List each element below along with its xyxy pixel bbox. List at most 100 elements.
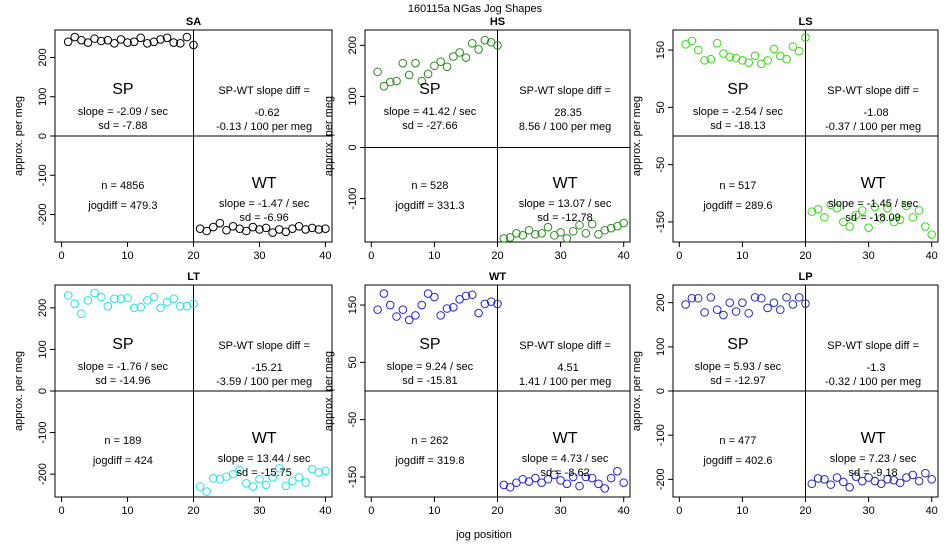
x-tick-label: 40: [319, 250, 331, 262]
slope-diff-label: SP-WT slope diff =: [218, 85, 310, 97]
data-point: [562, 479, 572, 489]
data-point: [562, 234, 572, 243]
data-point: [499, 480, 509, 490]
data-point: [208, 473, 218, 483]
data-point: [832, 473, 842, 482]
data-point: [725, 52, 735, 62]
panel-lt: LT 0 10 20 30 40 -200 -100 0 100 200 approx. per me…: [13, 271, 333, 517]
n-count: n = 189: [104, 435, 141, 447]
data-point: [826, 480, 836, 489]
data-point: [123, 293, 132, 303]
y-tick-label: 200: [347, 36, 359, 54]
data-point: [83, 296, 93, 305]
x-tick-label: 20: [187, 250, 199, 262]
y-tick-label: -150: [655, 211, 667, 233]
data-point: [851, 210, 861, 220]
data-point: [96, 36, 106, 46]
data-point: [619, 478, 628, 487]
data-point: [575, 481, 584, 491]
panel-hs: HS 0 10 20 30 40 -100 0 100 200 approx. per meg SP s…: [323, 16, 631, 262]
data-point: [176, 39, 185, 48]
data-point: [307, 464, 317, 474]
data-point: [96, 292, 106, 302]
data-point: [769, 298, 779, 307]
data-point: [505, 233, 515, 242]
slope-diff-label: SP-WT slope diff =: [218, 340, 310, 352]
data-point: [321, 224, 330, 233]
y-tick-label: -50: [655, 157, 667, 173]
y-axis-label: approx. per meg: [13, 96, 25, 176]
y-tick-label: 0: [37, 388, 49, 394]
data-point: [392, 76, 401, 86]
jogdiff: jogdiff = 289.6: [702, 200, 772, 212]
panel-title: WT: [489, 271, 506, 283]
x-tick-label: 40: [926, 250, 938, 262]
y-tick-label: -100: [347, 188, 359, 210]
data-point: [757, 293, 766, 303]
data-point: [613, 466, 622, 476]
data-point: [129, 37, 139, 47]
data-point: [110, 39, 119, 48]
sp-label: SP: [419, 336, 440, 353]
data-point: [149, 292, 159, 302]
data-point: [314, 468, 324, 477]
slope-diff-rate: -0.37 / 100 per meg: [825, 121, 921, 133]
data-point: [379, 81, 389, 91]
y-axis-label: approx. per meg: [13, 351, 25, 431]
data-point: [518, 231, 528, 240]
data-point: [411, 311, 420, 320]
data-point: [449, 52, 458, 61]
data-point: [169, 38, 179, 47]
x-tick-label: 0: [676, 505, 682, 517]
slope-diff-value: 4.51: [557, 362, 578, 374]
data-point: [788, 300, 798, 309]
jogdiff: jogdiff = 402.6: [702, 455, 772, 467]
data-point: [241, 226, 251, 236]
data-point: [857, 206, 867, 215]
n-count: n = 262: [411, 435, 448, 447]
data-point: [268, 473, 277, 482]
y-tick-label: 200: [37, 299, 49, 317]
data-point: [687, 36, 697, 46]
y-tick-label: 150: [347, 296, 359, 314]
x-tick-label: 0: [368, 250, 374, 262]
wt-sd: sd = -18.09: [845, 212, 900, 224]
y-tick-label: 0: [347, 144, 359, 150]
panel-title: LT: [187, 271, 200, 283]
data-point: [189, 299, 198, 309]
data-point: [512, 229, 521, 238]
data-point: [467, 38, 477, 48]
data-point: [895, 215, 905, 224]
data-point: [169, 294, 179, 304]
data-point: [568, 472, 578, 482]
wt-slope: slope = 13.07 / sec: [519, 198, 612, 210]
data-point: [902, 201, 911, 211]
data-point: [794, 46, 804, 56]
x-tick-label: 40: [618, 250, 630, 262]
data-point: [373, 305, 382, 314]
panel-ls: LS 0 10 20 30 40 -150 -50 50 150 approx. per meg SP…: [631, 16, 939, 262]
data-point: [480, 299, 490, 309]
slope-diff-rate: -0.13 / 100 per meg: [216, 121, 312, 133]
data-point: [136, 302, 146, 312]
data-point: [537, 229, 546, 238]
data-point: [77, 309, 86, 318]
data-point: [129, 303, 139, 313]
data-point: [807, 207, 817, 216]
data-point: [738, 56, 747, 65]
x-tick-label: 0: [676, 250, 682, 262]
y-tick-label: -200: [655, 468, 667, 490]
data-point: [116, 294, 126, 304]
x-axis-label: jog position: [455, 529, 512, 541]
data-point: [531, 473, 540, 483]
x-tick-label: 40: [618, 505, 630, 517]
data-point: [467, 290, 477, 300]
data-point: [518, 474, 528, 484]
jogdiff: jogdiff = 479.3: [87, 200, 157, 212]
data-point: [744, 308, 754, 318]
y-axis-label: approx. per meg: [323, 351, 335, 431]
data-point: [864, 473, 873, 482]
data-point: [719, 310, 728, 320]
slope-diff-label: SP-WT slope diff =: [519, 85, 611, 97]
